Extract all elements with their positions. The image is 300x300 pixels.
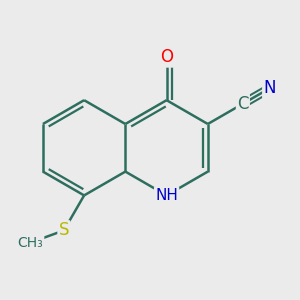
Text: NH: NH	[155, 188, 178, 203]
Text: O: O	[160, 48, 173, 66]
Text: S: S	[58, 221, 69, 239]
Text: N: N	[263, 79, 276, 97]
Text: CH₃: CH₃	[17, 236, 43, 250]
Text: C: C	[237, 95, 249, 113]
